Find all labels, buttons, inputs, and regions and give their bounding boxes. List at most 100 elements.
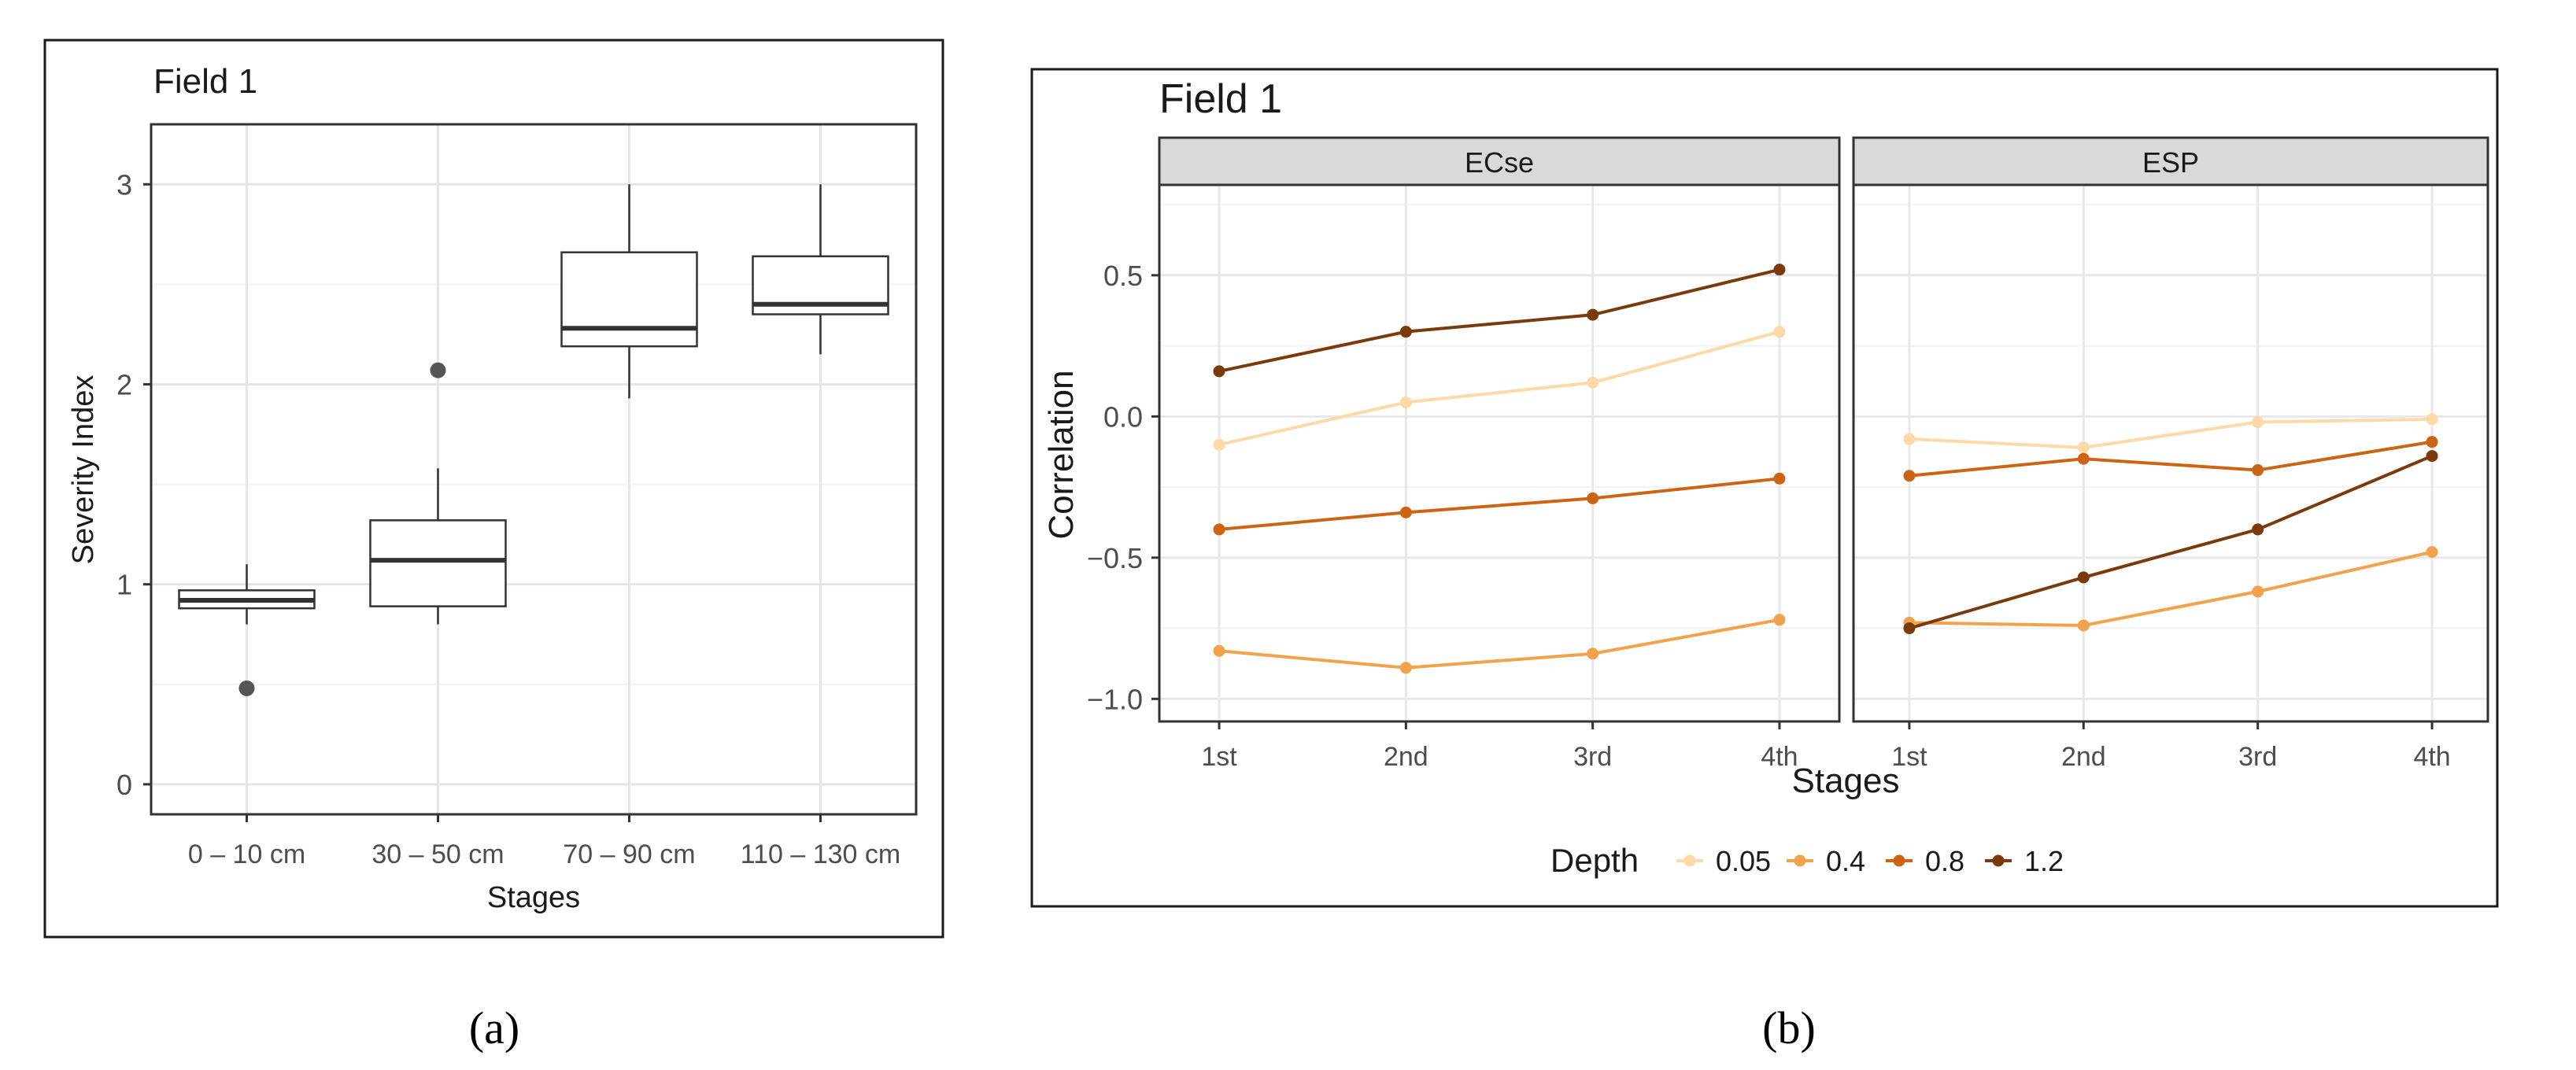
data-point: [2077, 571, 2090, 584]
outlier-point: [238, 680, 255, 696]
data-point: [1587, 492, 1599, 504]
series-depth-1-2-ecse: [1213, 264, 1786, 378]
series-depth-0-8-esp: [1903, 436, 2438, 482]
box-iqr: [369, 519, 507, 607]
data-point: [2077, 452, 2090, 465]
facet-strip-esp: [1852, 136, 2489, 186]
data-point: [1399, 506, 1412, 518]
data-point: [1399, 326, 1412, 338]
data-point: [1903, 622, 1916, 635]
facet-ecse-plot-border: [1158, 183, 1841, 723]
series-line: [1909, 454, 2433, 630]
legend-label: 0.4: [1826, 845, 1865, 877]
series-line: [1909, 417, 2433, 449]
chart-b-y-label: Correlation: [1042, 370, 1081, 539]
chart-b-y-ticks: 0.5 0.0 −0.5 −1.0: [1087, 260, 1159, 715]
box-30-50-cm: [369, 362, 507, 625]
y-tick-label: −0.5: [1087, 542, 1143, 574]
legend-label: 0.8: [1925, 845, 1964, 877]
data-point: [2426, 450, 2438, 463]
legend-swatch-point: [1893, 854, 1905, 867]
box-110-130-cm: [752, 184, 889, 355]
series-line: [1218, 330, 1780, 447]
data-point: [1213, 644, 1225, 657]
data-point: [1587, 308, 1599, 321]
x-tick-label: 30 – 50 cm: [371, 839, 504, 869]
x-tick-label: 1st: [1891, 742, 1927, 772]
data-point: [1587, 648, 1599, 660]
data-point: [2252, 585, 2264, 598]
data-point: [1903, 470, 1916, 482]
x-tick-label: 3rd: [2238, 742, 2277, 772]
y-tick-label: 0: [116, 769, 132, 801]
series-line: [1218, 618, 1780, 670]
y-tick-label: 0.5: [1103, 260, 1143, 292]
series-line: [1909, 440, 2433, 478]
chart-a-x-ticks: 0 – 10 cm 30 – 50 cm 70 – 90 cm 110 – 130 c…: [188, 814, 900, 869]
data-point: [2077, 441, 2090, 454]
data-point: [1587, 376, 1599, 389]
data-point: [2426, 413, 2438, 426]
chart-b-x-label: Stages: [1792, 762, 1900, 800]
legend-item-1-2: 1.2: [1985, 845, 2064, 877]
data-point: [2426, 436, 2438, 448]
y-tick-label: 3: [116, 168, 132, 201]
legend-swatch-point: [1794, 854, 1806, 867]
chart-a-y-label: Severity Index: [67, 375, 100, 565]
outlier-point: [430, 362, 446, 378]
y-tick-label: −1.0: [1087, 683, 1143, 715]
data-point: [1773, 614, 1786, 626]
data-point: [1903, 433, 1916, 445]
facet-esp-grid: [1853, 185, 2488, 721]
series-line: [1218, 268, 1780, 373]
data-point: [1773, 472, 1786, 485]
chart-a-title: Field 1: [153, 62, 257, 101]
chart-a-y-ticks: 0 1 2 3: [116, 168, 151, 801]
legend-item-0-8: 0.8: [1886, 845, 1964, 877]
chart-b-legend: Depth 0.05 0.4 0.8 1.2: [1550, 842, 2064, 879]
series-depth-0-8-ecse: [1213, 472, 1786, 536]
facet-strip-ecse: [1158, 136, 1841, 186]
x-tick-label: 0 – 10 cm: [188, 839, 305, 869]
legend-item-0-4: 0.4: [1787, 845, 1865, 877]
x-tick-label: 4th: [2413, 742, 2450, 772]
facet-ecse-lines: [1213, 264, 1786, 674]
x-tick-label: 3rd: [1573, 742, 1612, 772]
x-tick-label: 2nd: [2061, 742, 2106, 772]
x-tick-label: 4th: [1761, 742, 1798, 772]
data-point: [1773, 326, 1786, 338]
series-depth-0-05-ecse: [1213, 326, 1786, 451]
chart-b-x-ticks: 1st 2nd 3rd 4th 1st 2nd 3rd 4th: [1201, 721, 2451, 772]
y-tick-label: 1: [116, 569, 132, 601]
box-70-90-cm: [560, 184, 698, 399]
chart-a-boxes: [178, 184, 889, 696]
legend-swatch-point: [1992, 854, 2005, 867]
data-point: [1213, 365, 1225, 378]
chart-b-title: Field 1: [1159, 76, 1282, 122]
chart-a-x-label: Stages: [487, 881, 580, 914]
box-0-10-cm: [178, 564, 316, 696]
data-point: [1773, 264, 1786, 276]
legend-item-0-05: 0.05: [1676, 845, 1771, 877]
legend-label: 1.2: [2024, 845, 2064, 877]
x-tick-label: 1st: [1201, 742, 1237, 772]
series-depth-0-05-esp: [1903, 413, 2438, 454]
data-point: [2252, 523, 2264, 536]
facet-esp-lines: [1903, 413, 2438, 635]
x-tick-label: 110 – 130 cm: [741, 839, 901, 869]
panel-a: Field 1 0 1 2 3 0 – 10 cm 30 – 50 cm 70 – 90 …: [43, 39, 944, 1053]
chart-a-plot-border: [150, 123, 918, 816]
legend-title: Depth: [1550, 842, 1639, 879]
facet-label-esp: ESP: [2142, 146, 2199, 179]
data-point: [2077, 619, 2090, 632]
legend-swatch-point: [1683, 854, 1696, 867]
x-tick-label: 2nd: [1384, 742, 1428, 772]
data-point: [2252, 464, 2264, 477]
x-tick-label: 70 – 90 cm: [563, 839, 695, 869]
series-line: [1909, 550, 2433, 627]
data-point: [1213, 523, 1225, 536]
panel-b-label: (b): [1762, 1002, 1816, 1053]
data-point: [1399, 396, 1412, 408]
data-point: [2252, 416, 2264, 429]
